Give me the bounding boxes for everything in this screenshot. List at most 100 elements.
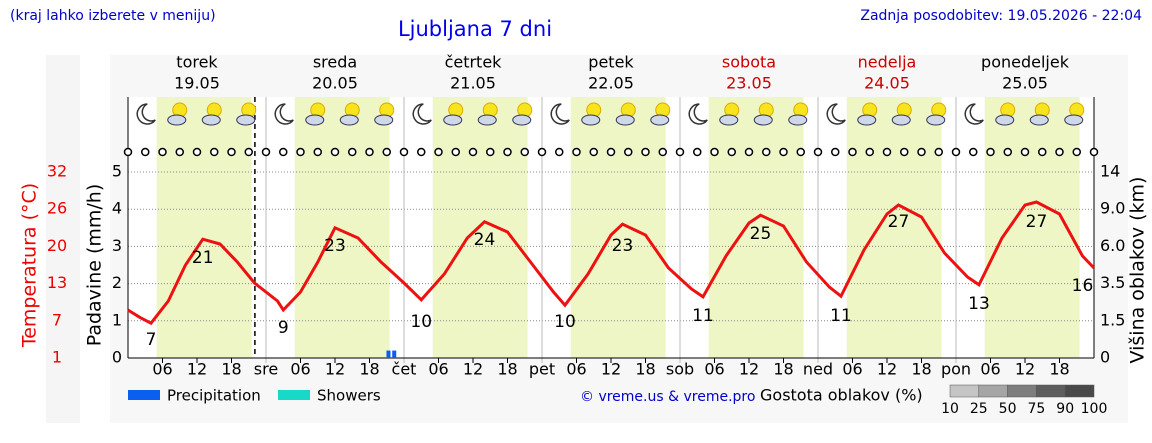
day-date: 22.05 xyxy=(588,74,634,93)
y3-tick-label: 6.0 xyxy=(1100,236,1125,255)
wind-icon xyxy=(813,147,823,157)
x-tick-label: 12 xyxy=(463,360,483,379)
wind-icon xyxy=(313,147,322,157)
day-name: sreda xyxy=(313,53,357,72)
y3-axis-label: Višina oblakov (km) xyxy=(1127,177,1149,364)
moon-icon xyxy=(550,103,570,125)
wind-icon xyxy=(175,147,184,157)
wind-icon xyxy=(882,147,892,157)
cloud-icon xyxy=(236,114,256,126)
x-tick-label: 12 xyxy=(877,360,897,379)
temperature-label: 11 xyxy=(830,306,852,326)
precip-bar xyxy=(392,350,397,358)
y-tick-label: 5 xyxy=(112,162,122,181)
temperature-label: 25 xyxy=(750,224,772,244)
wind-icon xyxy=(365,147,374,157)
cloud-icon xyxy=(788,114,808,126)
cloud-icon xyxy=(650,114,670,126)
temperature-label: 27 xyxy=(888,212,910,232)
colorbar-cell xyxy=(1007,384,1037,398)
wind-icon xyxy=(296,147,305,157)
wind-icon xyxy=(244,147,253,157)
wind-icon xyxy=(1020,147,1030,157)
x-tick-label: 06 xyxy=(842,360,862,379)
wind-icon xyxy=(382,147,391,157)
wind-icon xyxy=(330,147,340,157)
moon-icon xyxy=(136,103,156,125)
legend-label: Precipitation xyxy=(167,387,261,405)
wind-icon xyxy=(1089,147,1099,157)
x-tick-label: 12 xyxy=(1015,360,1035,379)
wind-icon xyxy=(951,147,961,157)
x-tick-label: 06 xyxy=(290,360,310,379)
x-tick-label: 06 xyxy=(704,360,724,379)
x-tick-label: 18 xyxy=(497,360,517,379)
x-tick-label: čet xyxy=(392,360,417,379)
x-tick-label: 18 xyxy=(359,360,379,379)
credit: © vreme.us & vreme.pro xyxy=(580,389,755,405)
wind-icon xyxy=(1072,147,1081,157)
y3-tick-label: 3.5 xyxy=(1100,273,1125,292)
wind-icon xyxy=(227,147,236,157)
x-tick-label: 18 xyxy=(221,360,241,379)
day-date: 20.05 xyxy=(312,74,358,93)
wind-icon xyxy=(468,147,478,157)
wind-icon xyxy=(1055,147,1064,157)
y2-tick-label: 13 xyxy=(47,273,67,292)
x-tick-label: 06 xyxy=(566,360,586,379)
y2-axis-label: Temperatura (°C) xyxy=(19,183,41,348)
daylight-band xyxy=(846,97,942,358)
cloud-icon xyxy=(891,114,911,126)
y2-tick-label: 1 xyxy=(52,348,62,367)
cloud-icon xyxy=(926,114,946,126)
x-tick-label: 18 xyxy=(911,360,931,379)
y2-tick-label: 26 xyxy=(47,199,67,218)
colorbar-cell xyxy=(1036,384,1066,398)
cloud-icon xyxy=(719,114,739,126)
colorbar-cell xyxy=(978,384,1008,398)
y-tick-label: 0 xyxy=(112,348,122,367)
colorbar-cell xyxy=(1064,384,1095,398)
temperature-label: 23 xyxy=(324,236,346,256)
cloud-icon xyxy=(995,114,1015,126)
temperature-label: 13 xyxy=(968,294,990,314)
daylight-band xyxy=(294,97,390,358)
colorbar-tick: 25 xyxy=(970,401,988,417)
wind-icon xyxy=(261,147,271,157)
wind-icon xyxy=(969,147,978,157)
y-tick-label: 2 xyxy=(112,273,122,292)
y2-tick-label: 7 xyxy=(52,310,62,329)
temperature-label: 7 xyxy=(146,330,157,350)
wind-icon xyxy=(934,147,943,157)
x-tick-label: 06 xyxy=(152,360,172,379)
wind-icon xyxy=(141,147,150,157)
wind-icon xyxy=(848,147,857,157)
moon-icon xyxy=(274,103,294,125)
day-name: sobota xyxy=(722,53,776,72)
wind-icon xyxy=(1038,147,1047,157)
cloud-icon xyxy=(477,114,497,126)
cloud-icon xyxy=(857,114,877,126)
wind-icon xyxy=(417,147,426,157)
temperature-label: 10 xyxy=(410,312,432,332)
x-tick-label: 06 xyxy=(428,360,448,379)
legend-swatch xyxy=(128,390,160,400)
wind-icon xyxy=(555,147,564,157)
wind-icon xyxy=(865,147,874,157)
wind-icon xyxy=(917,147,926,157)
precip-bar xyxy=(386,350,391,358)
wind-icon xyxy=(572,147,581,157)
x-tick-label: pon xyxy=(941,360,971,379)
wind-icon xyxy=(624,147,633,157)
x-tick-label: 18 xyxy=(635,360,655,379)
wind-icon xyxy=(986,147,995,157)
daylight-band xyxy=(156,97,252,358)
cloud-icon xyxy=(1029,114,1049,126)
temperature-line xyxy=(127,200,1096,326)
wind-icon xyxy=(693,147,702,157)
wind-icon xyxy=(727,147,736,157)
wind-icon xyxy=(279,147,288,157)
wind-icon xyxy=(537,147,547,157)
